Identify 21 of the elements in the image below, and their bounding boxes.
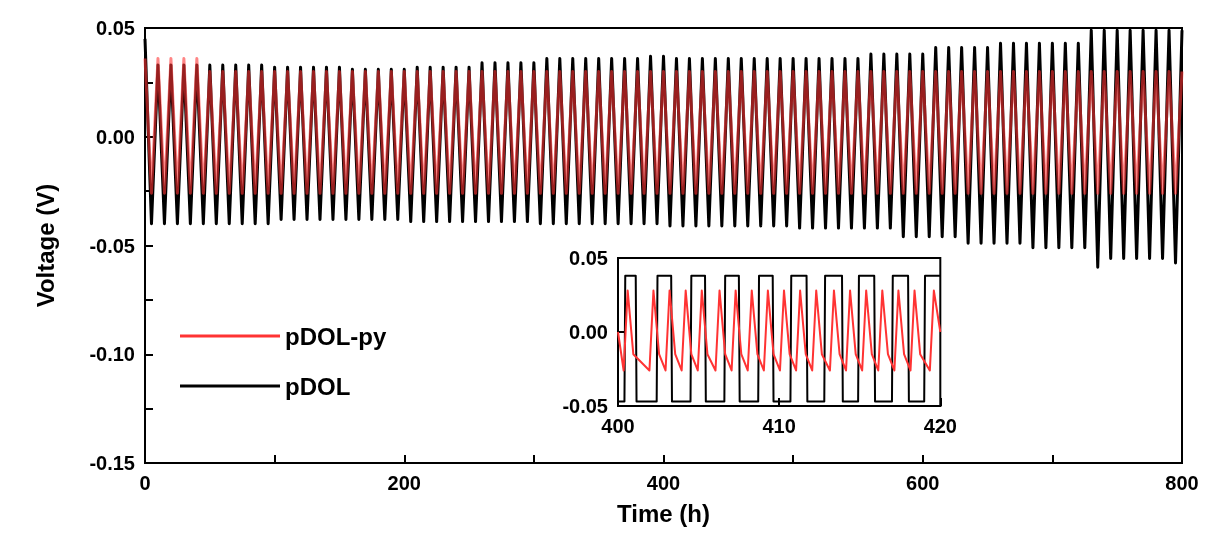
legend-label: pDOL-py: [285, 322, 387, 350]
line-series: [617, 289, 942, 372]
x-tick-label: 420: [923, 415, 957, 437]
x-axis-title: Time (h): [617, 499, 710, 527]
x-tick-label: 0: [139, 472, 151, 494]
y-tick-label: 0.00: [96, 125, 135, 148]
x-tick-label: 800: [1165, 472, 1199, 494]
y-tick-label: -0.05: [562, 395, 608, 417]
x-tick-label: 400: [646, 472, 681, 494]
x-tick-label: 410: [762, 415, 796, 437]
x-tick-label: 200: [387, 472, 421, 494]
y-tick-label: -0.05: [89, 234, 135, 257]
y-tick-label: -0.15: [89, 452, 135, 474]
x-tick-label: 400: [601, 415, 635, 437]
y-axis-title: Voltage (V): [31, 183, 59, 308]
x-tick-label: 600: [906, 472, 940, 494]
y-tick-label: 0.05: [569, 247, 608, 269]
y-tick-label: -0.10: [89, 343, 135, 366]
y-tick-label: 0.00: [569, 321, 608, 343]
y-tick-label: 0.05: [96, 17, 135, 39]
legend-label: pDOL: [285, 372, 351, 400]
